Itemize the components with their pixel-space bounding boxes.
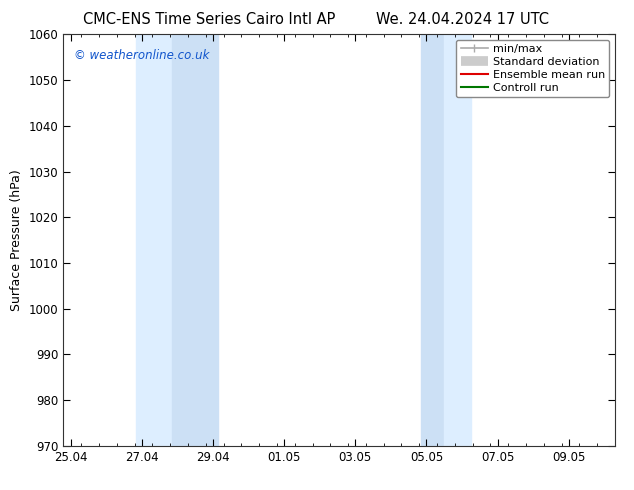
Bar: [172, 34, 218, 446]
Legend: min/max, Standard deviation, Ensemble mean run, Controll run: min/max, Standard deviation, Ensemble me…: [456, 40, 609, 97]
Text: CMC-ENS Time Series Cairo Intl AP: CMC-ENS Time Series Cairo Intl AP: [83, 12, 335, 27]
Text: © weatheronline.co.uk: © weatheronline.co.uk: [74, 49, 210, 62]
Text: We. 24.04.2024 17 UTC: We. 24.04.2024 17 UTC: [377, 12, 549, 27]
Bar: [136, 34, 172, 446]
Y-axis label: Surface Pressure (hPa): Surface Pressure (hPa): [10, 169, 23, 311]
Bar: [444, 34, 471, 446]
Bar: [421, 34, 444, 446]
